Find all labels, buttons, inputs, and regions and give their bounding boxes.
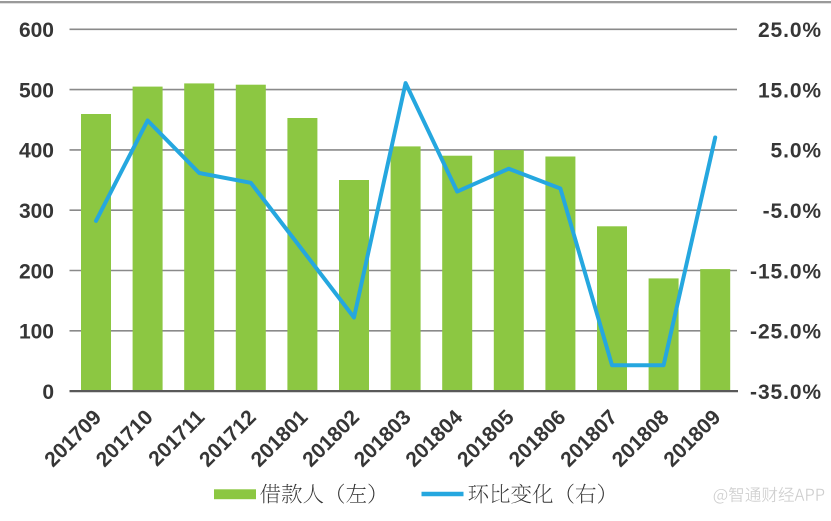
svg-text:-35.0%: -35.0% [750, 381, 822, 404]
svg-text:15.0%: 15.0% [758, 79, 822, 102]
svg-text:500: 500 [19, 79, 54, 102]
svg-text:0: 0 [42, 381, 54, 404]
svg-text:-25.0%: -25.0% [750, 321, 822, 344]
svg-text:100: 100 [19, 321, 54, 344]
svg-text:300: 300 [19, 200, 54, 223]
svg-text:5.0%: 5.0% [771, 140, 822, 163]
svg-text:-15.0%: -15.0% [750, 260, 822, 283]
svg-text:-5.0%: -5.0% [763, 200, 822, 223]
svg-text:25.0%: 25.0% [758, 19, 822, 42]
svg-text:600: 600 [19, 19, 54, 42]
svg-text:200: 200 [19, 260, 54, 283]
svg-text:400: 400 [19, 140, 54, 163]
